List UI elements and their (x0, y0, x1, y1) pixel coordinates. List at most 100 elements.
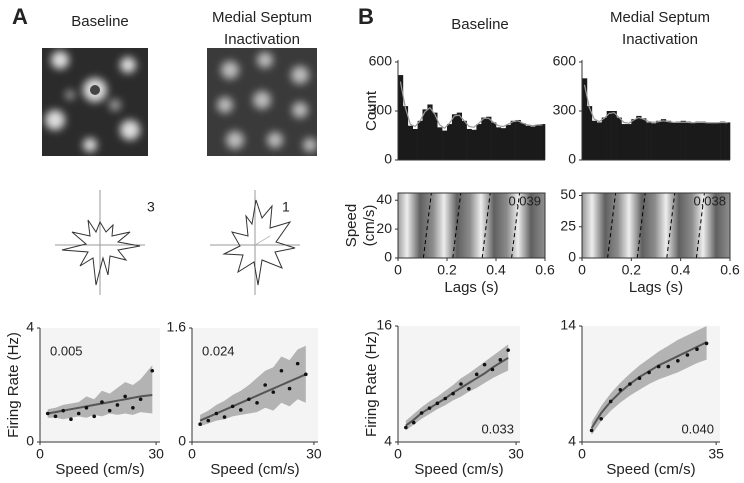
bar (451, 114, 458, 160)
panel-label: B (358, 4, 374, 29)
phase-line (452, 192, 462, 259)
bar (715, 122, 721, 160)
column-title: Medial Septum (212, 9, 312, 26)
bar (456, 112, 462, 160)
phase-line (511, 192, 521, 259)
data-point (427, 406, 432, 410)
data-point (443, 396, 448, 401)
bar (616, 117, 622, 160)
data-point (608, 399, 613, 404)
annotation: 0.039 (508, 193, 541, 208)
column-title: Medial Septum (610, 9, 710, 26)
data-point (230, 404, 235, 409)
data-point (474, 372, 479, 377)
data-point (482, 362, 487, 367)
data-point (490, 367, 495, 372)
bar (601, 117, 607, 160)
x-tick-label: 0 (394, 446, 402, 462)
data-point (618, 388, 623, 392)
bar (422, 109, 428, 160)
bar (476, 124, 482, 160)
y-tick-label: 300 (553, 102, 577, 118)
column-title: Baseline (451, 16, 509, 33)
axis-line (191, 328, 318, 443)
panel: 0 25 50 0 0.2 0.4 0.6 Lags (s) 0.038 (560, 186, 740, 296)
phase-line (666, 192, 676, 259)
column-title: Inactivation (224, 31, 300, 48)
bar (447, 124, 453, 160)
bar (636, 115, 642, 160)
y-tick-label: 20 (376, 220, 392, 236)
data-point (287, 386, 292, 391)
bar (505, 124, 511, 160)
bar (631, 119, 637, 160)
rate-map (42, 48, 148, 156)
x-tick-label: 0.2 (622, 262, 642, 278)
bar (466, 128, 472, 160)
bar (432, 112, 438, 160)
bar (525, 125, 531, 160)
data-point (628, 382, 632, 386)
speed-lag-map (582, 193, 730, 258)
data-point (435, 401, 440, 406)
data-point (238, 408, 243, 412)
annotation: 0.040 (681, 421, 714, 436)
data-point (53, 414, 58, 419)
confidence-band (200, 345, 306, 427)
data-point (263, 383, 267, 387)
data-point (214, 411, 219, 416)
y-tick-label: 1.6 (167, 319, 187, 335)
column-title: Baseline (71, 13, 129, 30)
bar (471, 129, 477, 160)
bar (641, 118, 647, 160)
x-axis-label: Speed (cm/s) (210, 461, 299, 478)
bar (491, 122, 497, 160)
polar-plot (55, 190, 145, 295)
data-point (271, 390, 276, 394)
panel: 4 16 0 30 Speed (cm/s) Firing Rate (Hz) 0.033 (363, 317, 524, 478)
bar (461, 120, 467, 160)
x-tick-label: 35 (708, 446, 724, 462)
speed-lag-map (398, 193, 545, 258)
bar (496, 127, 502, 160)
y-tick-label: 14 (560, 317, 576, 333)
data-point (131, 406, 135, 410)
x-axis-label: Speed (cm/s) (55, 461, 144, 478)
x-tick-label: 0.4 (486, 262, 506, 278)
bar (646, 122, 652, 160)
bar (690, 122, 696, 160)
annotation: 0.038 (693, 193, 726, 208)
bar (660, 119, 667, 160)
bar (596, 122, 603, 160)
annotation: 0.005 (50, 343, 83, 358)
axis-line (581, 60, 730, 161)
panel: 0 300 600 Count (363, 53, 546, 167)
bar (675, 121, 681, 160)
data-point (150, 368, 155, 373)
annotation: 0.024 (202, 343, 235, 358)
bar (725, 122, 731, 160)
bar (540, 124, 546, 160)
data-point (599, 417, 603, 421)
plot-frame (397, 192, 546, 259)
bar (515, 119, 521, 160)
polar-plot (210, 190, 300, 295)
bar (705, 122, 711, 160)
data-point (589, 428, 594, 433)
data-point (419, 411, 424, 415)
y-tick-label: 4 (568, 433, 576, 449)
data-point (100, 400, 104, 404)
y-tick-label: 0 (26, 433, 34, 449)
y-axis-label: Speed (343, 204, 360, 247)
x-tick-label: 30 (148, 446, 164, 462)
bar (500, 128, 507, 160)
y-tick-label: 0 (384, 249, 392, 265)
data-point (295, 361, 300, 366)
bar (665, 120, 672, 160)
data-point (647, 370, 651, 375)
y-tick-label: 4 (26, 319, 34, 335)
data-point (404, 425, 408, 430)
fit-line (583, 84, 728, 124)
bar (412, 128, 418, 160)
